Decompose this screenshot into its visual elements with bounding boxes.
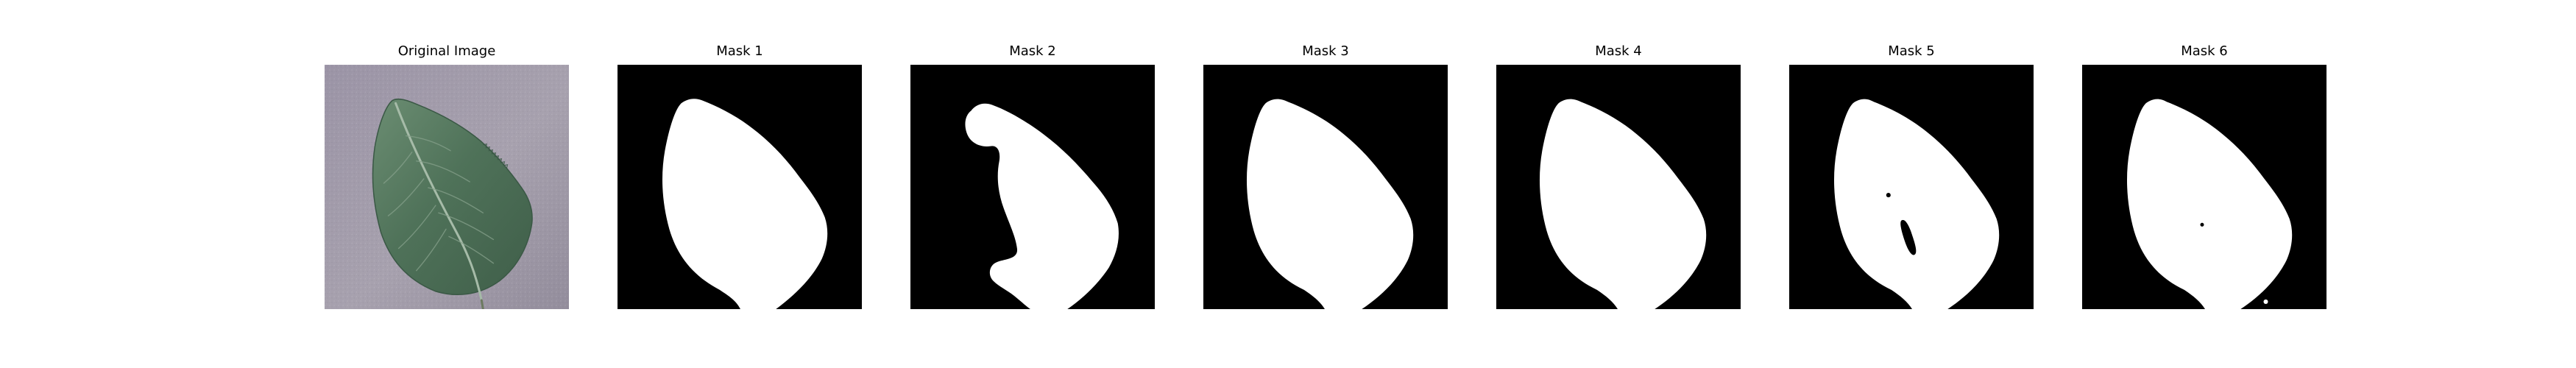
panel-mask-6: Mask 6 — [2082, 41, 2326, 315]
panel-title: Mask 2 — [1009, 43, 1056, 59]
mask-image — [2082, 65, 2326, 309]
panel-title: Mask 3 — [1302, 43, 1349, 59]
mask-leaf-region — [965, 103, 1119, 309]
leaf — [372, 98, 533, 296]
panel-mask-2: Mask 2 — [910, 41, 1155, 315]
mask-leaf-region — [1833, 99, 2000, 309]
leaf-midrib — [394, 102, 483, 302]
mask-image — [1496, 65, 1741, 309]
mask-image — [910, 65, 1155, 309]
panel-mask-1: Mask 1 — [618, 41, 862, 315]
panel-mask-4: Mask 4 — [1496, 41, 1741, 315]
mask-image — [1789, 65, 2034, 309]
mask-image — [1203, 65, 1448, 309]
mask-hole — [1886, 193, 1891, 198]
mask-leaf-region — [1246, 99, 1414, 309]
mask-leaf-region — [662, 99, 828, 309]
panel-title: Mask 1 — [716, 43, 763, 59]
panel-mask-3: Mask 3 — [1203, 41, 1448, 315]
mask-speck — [2263, 299, 2268, 304]
panel-title: Mask 4 — [1595, 43, 1642, 59]
mask-leaf-region — [2126, 99, 2293, 309]
mask-leaf-region — [1539, 99, 1707, 309]
mask-hole — [1900, 219, 1917, 255]
original-leaf-photo — [325, 65, 569, 309]
panel-original-image: Original Image — [325, 41, 569, 315]
panel-mask-5: Mask 5 — [1789, 41, 2034, 315]
panel-title: Original Image — [397, 43, 496, 59]
mask-hole — [2200, 222, 2204, 227]
panel-title: Mask 5 — [1888, 43, 1935, 59]
mask-image — [618, 65, 862, 309]
panel-title: Mask 6 — [2181, 43, 2228, 59]
